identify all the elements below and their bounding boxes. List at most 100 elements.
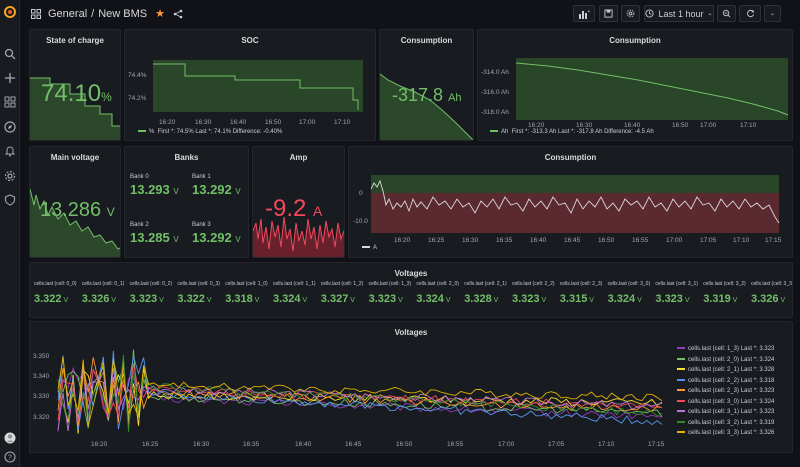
bell-icon[interactable]: [4, 145, 16, 157]
consumption-number: -317.8: [392, 85, 444, 105]
cell-value: 3.327 V: [321, 293, 367, 305]
cell-unit: V: [730, 297, 738, 304]
series-line: [57, 350, 663, 430]
voltages-graph-panel: Voltages 3.350 3.340 3.330 3.320 16:20 1…: [29, 321, 793, 453]
series-line: [57, 357, 663, 427]
cell-unit: V: [587, 297, 594, 304]
legend-swatch: [677, 410, 685, 413]
x-tick: 17:00: [666, 237, 683, 244]
x-tick: 16:35: [496, 237, 513, 244]
cell-value: 3.324 V: [416, 293, 462, 305]
bank-unit: V: [173, 187, 179, 196]
legend-item[interactable]: cells.last (cell: 3_0) Last *: 3.324: [677, 399, 774, 405]
legend-last-value: Last *: 3.323: [740, 388, 775, 394]
legend-item[interactable]: cells.last (cell: 2_3) Last *: 3.323: [677, 388, 774, 394]
main-voltage-sparkline: [30, 188, 120, 257]
consumption-legend[interactable]: Ah First *: -313.3 Ah Last *: -317.8 Ah …: [490, 129, 654, 135]
legend-item[interactable]: cells.last (cell: 3_2) Last *: 3.319: [677, 420, 774, 426]
add-panel-button[interactable]: +: [573, 5, 595, 22]
legend-series-name: cells.last (cell: 3_2): [688, 419, 741, 426]
legend-swatch: [677, 420, 685, 423]
soc-unit: %: [101, 90, 112, 104]
clock-icon: [645, 9, 655, 18]
cell-unit: V: [252, 297, 260, 304]
x-tick: 16:35: [243, 441, 260, 448]
legend-item[interactable]: cells.last (cell: 2_1) Last *: 3.328: [677, 367, 774, 373]
series-line: [57, 366, 663, 432]
share-icon[interactable]: [173, 9, 183, 19]
x-tick: 17:10: [598, 441, 615, 448]
bank-number: 13.285: [130, 230, 170, 245]
help-icon[interactable]: ?: [4, 451, 16, 463]
save-button[interactable]: [599, 5, 618, 22]
legend-item[interactable]: cells.last (cell: 2_0) Last *: 3.324: [677, 357, 774, 363]
grafana-logo-icon[interactable]: [4, 6, 16, 18]
time-range-label: Last 1 hour: [658, 8, 704, 19]
cell-unit: V: [396, 297, 403, 304]
cell-unit: V: [491, 297, 499, 304]
y-tick: 3.340: [33, 373, 50, 380]
chevron-down-icon: ⌄: [707, 11, 713, 17]
legend-last-value: Last *: 3.318: [740, 377, 775, 384]
legend-swatch: [677, 378, 685, 381]
legend-item[interactable]: cells.last (cell: 2_2) Last *: 3.318: [677, 378, 774, 384]
cell-number: 3.323: [655, 293, 683, 305]
legend-item[interactable]: cells.last (cell: 1_3) Last *: 3.323: [677, 346, 774, 352]
refresh-interval-button[interactable]: ⌄: [764, 5, 781, 22]
cell-value: 3.324 V: [273, 293, 319, 305]
bank-label: Bank 3: [192, 222, 211, 228]
cell-label: cells.last (cell: 0_1): [81, 281, 125, 287]
bank-unit: V: [235, 235, 241, 244]
gear-icon[interactable]: [4, 170, 16, 182]
state-of-charge-panel: State of charge 74.10%: [29, 29, 121, 141]
cell-label: cells.last (cell: 3_1): [655, 281, 698, 287]
cell-number: 3.323: [368, 293, 397, 305]
soc-legend[interactable]: % First *: 74.5% Last *: 74.1% Differenc…: [138, 129, 282, 135]
legend-swatch: [677, 347, 685, 350]
bank-value: 13.285 V: [130, 230, 179, 245]
legend-last-value: Last *: 3.319: [740, 419, 775, 426]
cell-unit: V: [204, 297, 212, 304]
avatar[interactable]: [4, 432, 16, 444]
consumption-amp-legend[interactable]: A: [362, 245, 377, 251]
panel-title: Voltages: [394, 328, 428, 337]
breadcrumb-dashboard[interactable]: New BMS: [98, 7, 148, 20]
shield-icon[interactable]: [4, 194, 16, 206]
legend-item[interactable]: cells.last (cell: 3_1) Last *: 3.323: [677, 409, 774, 415]
zoom-out-button[interactable]: [717, 5, 736, 22]
bank-value: 13.292 V: [192, 230, 241, 245]
x-tick: 17:00: [700, 122, 717, 129]
cell-stat: cells.last (cell: 3_0) 3.324 V: [608, 281, 654, 305]
panel-title: Consumption: [400, 36, 453, 45]
dashboards-grid-icon: [31, 8, 41, 19]
search-icon[interactable]: [4, 48, 16, 60]
legend-last-value: Last *: 3.323: [740, 409, 775, 415]
cell-value: 3.323 V: [130, 293, 176, 305]
legend-unit: %: [149, 129, 155, 135]
settings-button[interactable]: [621, 5, 640, 22]
plus-icon[interactable]: [4, 72, 16, 84]
star-icon[interactable]: ★: [155, 8, 165, 20]
series-line: [57, 356, 663, 427]
breadcrumb-folder[interactable]: General: [48, 7, 88, 20]
cell-stat: cells.last (cell: 2_1) 3.328 V: [464, 281, 510, 305]
cell-stat: cells.last (cell: 1_0) 3.318 V: [225, 281, 271, 305]
cell-value: 3.324 V: [608, 293, 654, 305]
soc-value: 74.10%: [41, 80, 112, 108]
bank-label: Bank 1: [192, 174, 211, 180]
cell-number: 3.324: [607, 293, 636, 305]
consumption-graph-panel: Consumption -314.0 Ah -316.0 Ah -318.0 A…: [477, 29, 793, 141]
bank-unit: V: [235, 187, 241, 196]
dashboards-icon[interactable]: [4, 96, 16, 108]
refresh-button[interactable]: [739, 5, 761, 22]
time-range-picker[interactable]: Last 1 hour ⌄: [644, 5, 714, 22]
x-tick: 16:50: [598, 237, 615, 244]
x-tick: 16:20: [91, 441, 108, 448]
x-tick: 16:50: [265, 119, 282, 126]
cell-stat: cells.last (cell: 1_1) 3.324 V: [273, 281, 319, 305]
cell-stat: cells.last (cell: 2_3) 3.315 V: [560, 281, 606, 305]
bar-chart-add-icon: +: [579, 9, 590, 19]
x-tick: 17:15: [765, 237, 782, 244]
legend-item[interactable]: cells.last (cell: 3_3) Last *: 3.326: [677, 430, 774, 436]
compass-icon[interactable]: [4, 121, 16, 133]
